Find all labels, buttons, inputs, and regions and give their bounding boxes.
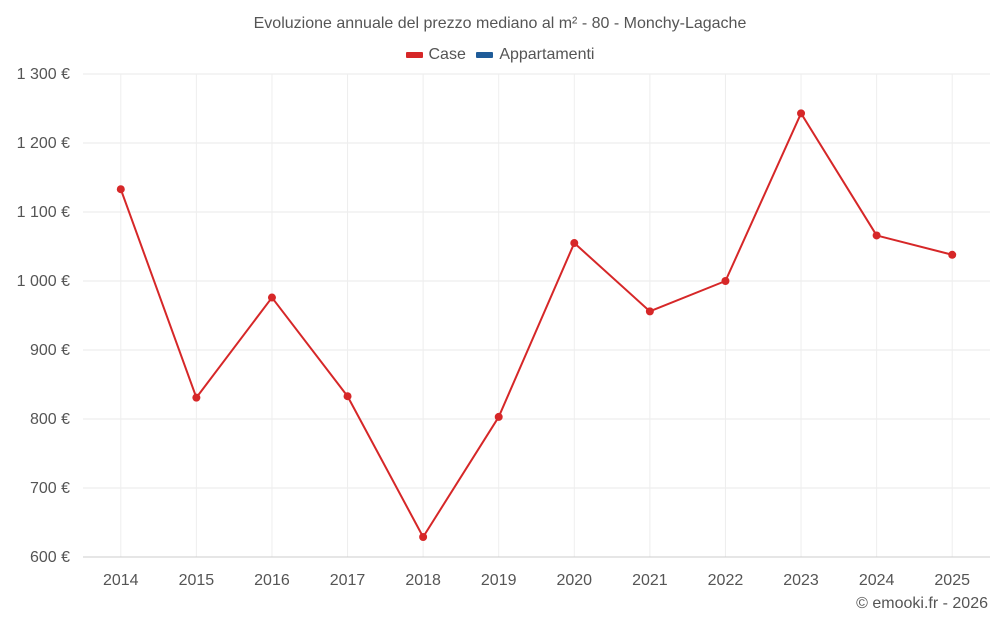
series-line-case [119, 112, 953, 538]
y-tick-label: 1 000 € [17, 273, 70, 290]
watermark: © emooki.fr - 2026 [856, 595, 988, 612]
data-point [494, 412, 503, 421]
data-point [267, 293, 276, 302]
x-tick-label: 2024 [859, 572, 895, 589]
y-tick-label: 900 € [30, 342, 70, 359]
x-tick-label: 2023 [783, 572, 819, 589]
legend-item-appartamenti[interactable]: Appartamenti [476, 46, 594, 64]
x-tick-label: 2016 [254, 572, 290, 589]
x-tick-label: 2021 [632, 572, 668, 589]
legend-label-case: Case [428, 46, 466, 63]
y-tick-label: 1 100 € [17, 204, 70, 221]
x-tick-label: 2022 [708, 572, 744, 589]
data-point [948, 250, 957, 259]
x-tick-label: 2025 [934, 572, 970, 589]
x-tick-label: 2017 [330, 572, 366, 589]
x-tick-label: 2018 [405, 572, 441, 589]
legend-swatch-case [405, 52, 423, 58]
legend-label-appartamenti: Appartamenti [499, 46, 595, 63]
data-point [797, 109, 806, 118]
x-tick-label: 2015 [179, 572, 215, 589]
data-point [116, 185, 125, 194]
data-point [343, 392, 352, 401]
y-tick-label: 800 € [30, 411, 70, 428]
legend-swatch-appartamenti [476, 52, 494, 58]
y-tick-label: 600 € [30, 549, 70, 566]
data-point [570, 239, 579, 248]
legend: Case Appartamenti [0, 45, 1000, 64]
y-tick-label: 1 200 € [17, 135, 70, 152]
y-tick-label: 1 300 € [17, 66, 70, 83]
data-point [419, 532, 428, 541]
legend-item-case[interactable]: Case [405, 46, 466, 64]
data-point [721, 277, 730, 285]
x-tick-label: 2019 [481, 572, 517, 589]
data-point [192, 393, 201, 402]
data-point [872, 231, 881, 240]
data-point [645, 307, 654, 316]
x-tick-label: 2020 [556, 572, 592, 589]
chart-title: Evoluzione annuale del prezzo mediano al… [253, 15, 747, 32]
x-tick-label: 2014 [103, 572, 139, 589]
y-tick-label: 700 € [30, 480, 70, 497]
